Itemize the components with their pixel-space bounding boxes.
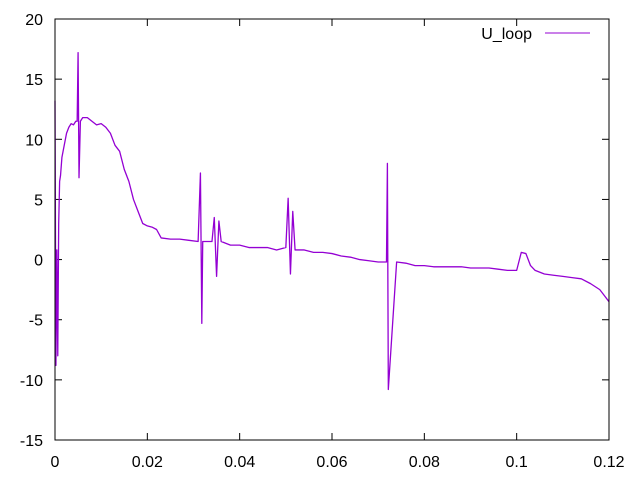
legend-label-u-loop: U_loop xyxy=(481,26,532,43)
y-tick-label: 15 xyxy=(25,72,43,89)
y-tick-label: 20 xyxy=(25,12,43,29)
x-tick-label: 0.12 xyxy=(593,454,624,471)
x-tick-label: 0 xyxy=(51,454,60,471)
x-tick-label: 0.02 xyxy=(132,454,163,471)
legend: U_loop xyxy=(481,26,590,43)
y-tick-label: -5 xyxy=(29,313,43,330)
x-tick-label: 0.04 xyxy=(224,454,255,471)
x-tick-label: 0.08 xyxy=(409,454,440,471)
x-tick-label: 0.1 xyxy=(506,454,528,471)
y-tick-label: 5 xyxy=(34,192,43,209)
y-tick-label: 0 xyxy=(34,253,43,270)
series-layer xyxy=(54,52,610,391)
plot-frame xyxy=(54,18,610,441)
series-line-u-loop xyxy=(54,52,610,391)
y-tick-label: -15 xyxy=(20,433,43,450)
y-tick-label: -10 xyxy=(20,373,43,390)
y-tick-label: 10 xyxy=(25,132,43,149)
x-tick-label: 0.06 xyxy=(316,454,347,471)
axes-layer: 0 0.02 0.04 0.06 0.08 0.1 0.12 -15 -10 -5 0 5 10 15 20 xyxy=(20,12,625,471)
